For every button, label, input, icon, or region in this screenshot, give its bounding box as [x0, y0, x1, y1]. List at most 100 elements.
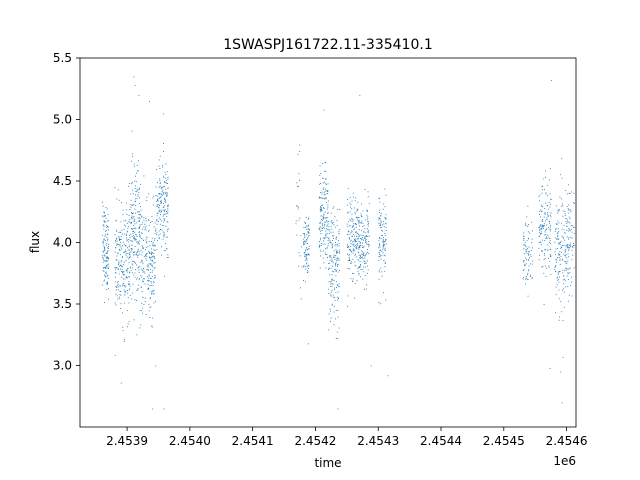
data-point [326, 225, 328, 227]
data-point [305, 217, 307, 218]
data-point [134, 299, 136, 301]
data-point [134, 208, 136, 210]
data-point [131, 228, 133, 230]
data-point [383, 226, 385, 227]
data-point [348, 221, 349, 223]
data-point [166, 171, 168, 173]
data-point [104, 266, 106, 268]
data-point [141, 302, 143, 304]
data-point [162, 164, 163, 166]
data-point [338, 259, 340, 261]
data-point [336, 296, 338, 298]
data-point [525, 249, 527, 251]
data-point [141, 260, 143, 262]
data-point [567, 221, 568, 223]
data-point [140, 216, 142, 218]
data-point [384, 247, 386, 249]
data-point [365, 266, 366, 268]
data-point [380, 219, 382, 221]
data-point [158, 187, 160, 189]
data-point [542, 265, 544, 267]
data-point [360, 203, 362, 205]
data-point [307, 254, 309, 256]
data-point [357, 252, 359, 254]
data-point [137, 267, 139, 269]
data-point [144, 229, 146, 231]
data-point [569, 222, 571, 224]
data-point [124, 224, 125, 226]
data-point [556, 259, 557, 261]
data-point [303, 242, 304, 243]
data-point [163, 213, 165, 215]
data-point [541, 186, 543, 188]
data-point [155, 200, 157, 202]
data-point [135, 194, 136, 196]
data-point [135, 181, 137, 182]
data-point [107, 247, 109, 249]
data-point [102, 251, 104, 252]
y-tick-label: 5.0 [53, 113, 72, 127]
data-point [531, 277, 533, 278]
data-point [549, 240, 551, 242]
data-point [325, 248, 326, 250]
data-point [350, 204, 352, 205]
data-point [354, 265, 356, 267]
data-point [152, 292, 154, 294]
data-point [136, 164, 138, 166]
data-point [114, 276, 116, 278]
data-point [567, 272, 569, 274]
data-point [332, 207, 334, 209]
data-point [298, 252, 300, 253]
data-point [122, 209, 124, 211]
data-point [528, 246, 530, 248]
data-point [107, 250, 108, 252]
data-point [139, 231, 140, 233]
data-point [528, 259, 529, 261]
data-point [355, 241, 357, 242]
data-point [107, 252, 108, 254]
data-point [353, 196, 354, 198]
data-point [122, 273, 124, 275]
data-point [539, 194, 541, 196]
data-point [523, 248, 525, 250]
data-point [118, 189, 119, 191]
x-tick-label: 2.4541 [232, 434, 274, 448]
data-point [162, 189, 164, 191]
data-point [148, 288, 149, 290]
data-point [361, 230, 363, 232]
data-point [139, 187, 140, 189]
data-point [358, 220, 360, 222]
data-point [140, 206, 141, 207]
data-point [125, 245, 127, 247]
data-point [363, 260, 365, 262]
data-point [150, 259, 152, 261]
data-point [565, 257, 567, 259]
data-point [298, 173, 300, 175]
data-point [124, 245, 126, 247]
data-point [151, 251, 152, 253]
data-point [527, 279, 529, 281]
data-point [362, 222, 364, 224]
data-point [351, 231, 353, 233]
data-point [127, 268, 128, 270]
data-point [367, 191, 369, 193]
data-point [335, 270, 337, 272]
data-point [134, 220, 136, 222]
data-point [567, 208, 569, 210]
data-point [327, 183, 329, 185]
data-point [362, 254, 364, 256]
data-point [154, 276, 156, 278]
data-point [527, 252, 529, 254]
data-point [160, 193, 162, 195]
data-point [338, 327, 340, 329]
data-point [128, 238, 129, 240]
data-point [381, 255, 383, 257]
data-point [105, 207, 107, 208]
data-point [320, 209, 321, 211]
data-point [306, 229, 308, 230]
data-point [349, 260, 351, 261]
data-point [127, 228, 129, 229]
data-point [159, 209, 161, 211]
data-point [378, 198, 380, 200]
data-point [161, 193, 163, 195]
